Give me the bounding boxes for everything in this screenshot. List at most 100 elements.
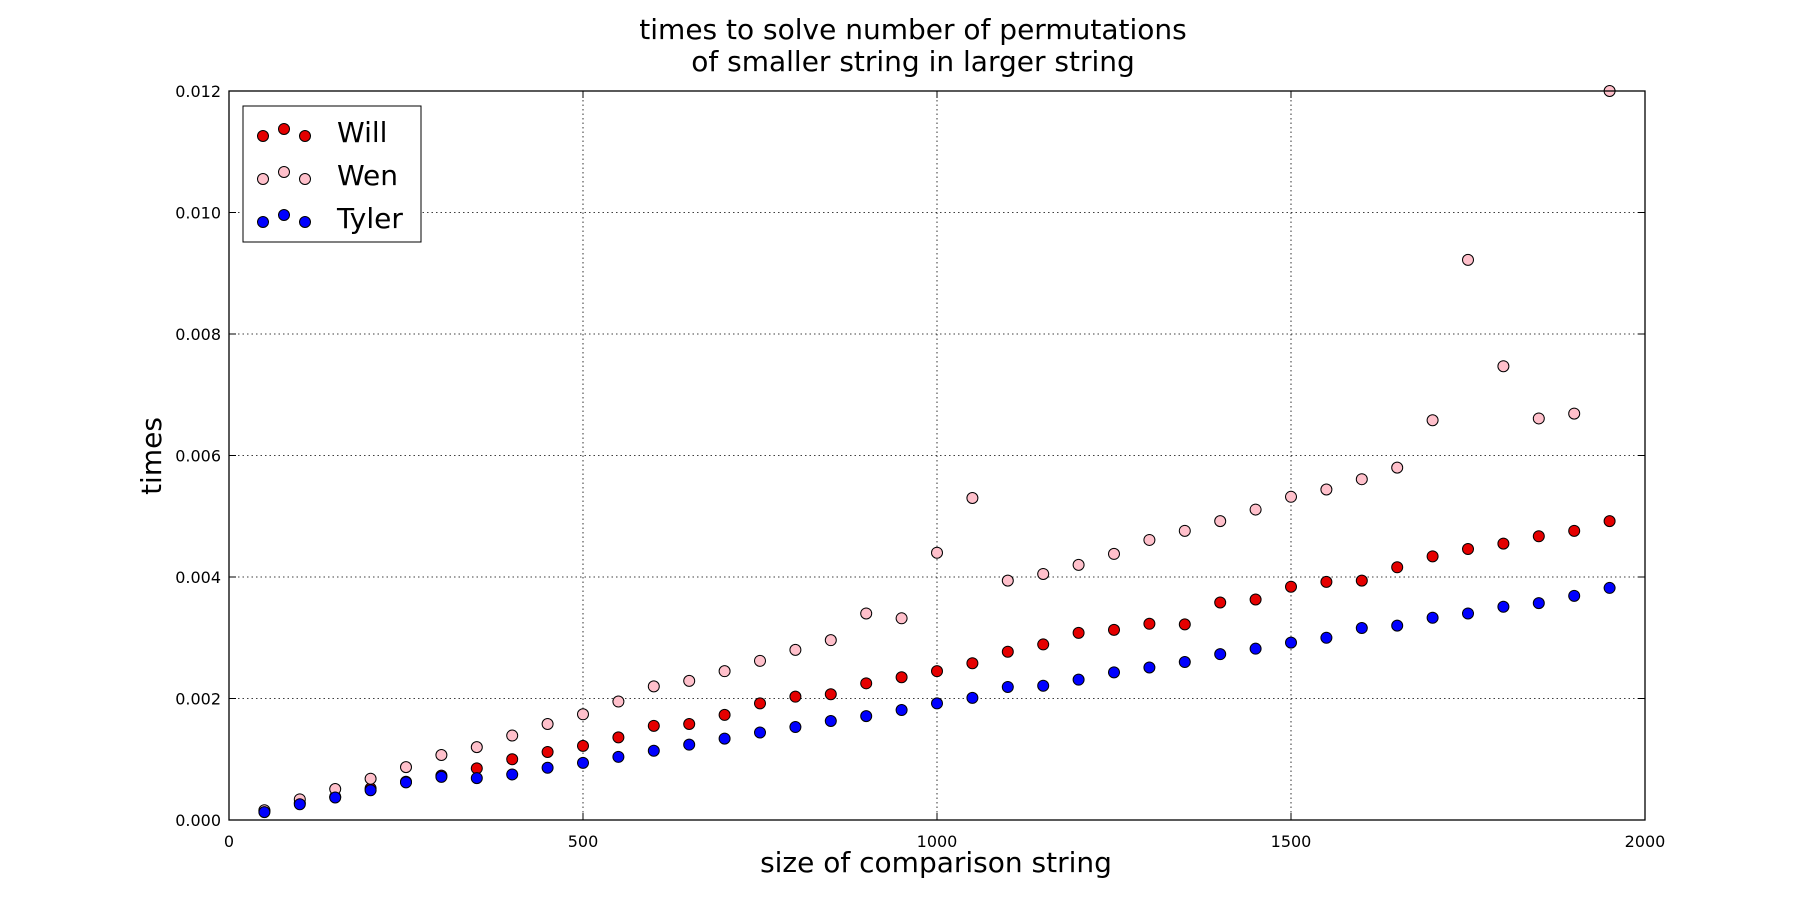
point-tyler	[1001, 680, 1014, 693]
x-tick-label: 0	[224, 832, 234, 851]
point-wen	[1568, 407, 1581, 420]
point-will	[612, 731, 625, 744]
point-tyler	[293, 798, 306, 811]
x-tick-label: 1000	[917, 832, 958, 851]
point-tyler	[1568, 589, 1581, 602]
point-tyler	[1426, 611, 1439, 624]
point-will	[506, 753, 519, 766]
y-tick-label: 0.004	[175, 568, 221, 587]
point-tyler	[966, 691, 979, 704]
point-will	[824, 688, 837, 701]
point-will	[1391, 561, 1404, 574]
point-tyler	[1072, 673, 1085, 686]
point-will	[541, 745, 554, 758]
point-tyler	[1108, 666, 1120, 679]
legend-label: Tyler	[336, 202, 403, 235]
point-will	[647, 719, 660, 732]
point-tyler	[718, 732, 731, 745]
point-will	[754, 697, 766, 710]
legend-marker	[257, 130, 269, 142]
point-will	[1320, 575, 1333, 588]
point-tyler	[860, 710, 873, 723]
point-wen	[435, 748, 448, 761]
y-tick-label: 0.008	[175, 325, 221, 344]
y-tick-label: 0.006	[175, 447, 221, 466]
x-tick-label: 2000	[1625, 832, 1666, 851]
y-tick-label: 0.010	[175, 204, 221, 223]
point-wen	[931, 546, 943, 559]
point-tyler	[683, 738, 696, 751]
point-wen	[1320, 483, 1333, 496]
point-will	[1143, 617, 1156, 630]
point-wen	[824, 634, 837, 647]
point-tyler	[1037, 679, 1050, 692]
point-wen	[895, 612, 908, 625]
series-tyler	[258, 581, 1616, 819]
point-tyler	[754, 726, 766, 739]
point-wen	[683, 674, 696, 687]
point-tyler	[1214, 648, 1227, 661]
point-will	[1001, 645, 1014, 658]
point-will	[1285, 580, 1297, 593]
legend-entry-wen: Wen	[257, 159, 398, 192]
point-wen	[1001, 574, 1014, 587]
point-wen	[718, 665, 731, 678]
y-tick-label: 0.002	[175, 690, 221, 709]
point-tyler	[789, 721, 802, 734]
point-tyler	[506, 768, 519, 781]
chart-title-line-1: times to solve number of permutations	[639, 13, 1186, 46]
point-wen	[1462, 253, 1474, 266]
point-will	[1426, 550, 1439, 563]
point-tyler	[1320, 631, 1333, 644]
grid	[228, 90, 1646, 821]
point-wen	[1497, 360, 1510, 373]
point-wen	[1532, 412, 1545, 425]
point-tyler	[1355, 622, 1368, 635]
x-axis-label: size of comparison string	[760, 846, 1112, 879]
legend-label: Wen	[337, 159, 398, 192]
data-points	[258, 85, 1616, 819]
point-will	[895, 671, 908, 684]
legend-marker	[299, 173, 311, 185]
point-wen	[470, 741, 483, 754]
point-tyler	[1603, 581, 1616, 594]
x-tick-label: 500	[568, 832, 599, 851]
legend-marker	[278, 123, 290, 135]
point-tyler	[470, 772, 483, 785]
point-tyler	[400, 776, 412, 789]
point-tyler	[647, 744, 660, 757]
point-tyler	[329, 791, 342, 804]
point-will	[966, 657, 979, 670]
point-tyler	[895, 704, 908, 717]
point-tyler	[931, 697, 943, 710]
point-tyler	[1532, 597, 1545, 610]
point-wen	[1037, 567, 1050, 580]
point-will	[1249, 593, 1262, 606]
point-will	[1178, 618, 1191, 631]
point-wen	[400, 761, 412, 774]
point-wen	[364, 772, 377, 785]
x-tick-label: 1500	[1271, 832, 1312, 851]
point-will	[1072, 626, 1085, 639]
legend-marker	[299, 216, 311, 228]
point-tyler	[612, 750, 625, 763]
legend: Will Wen Tyler	[242, 105, 422, 243]
point-wen	[1108, 547, 1120, 560]
point-wen	[541, 718, 554, 731]
point-will	[1603, 515, 1616, 528]
point-wen	[506, 729, 519, 742]
point-wen	[577, 708, 589, 721]
point-will	[860, 677, 873, 690]
point-wen	[1178, 524, 1191, 537]
point-tyler	[1178, 656, 1191, 669]
legend-marker	[257, 173, 269, 185]
point-will	[1462, 543, 1474, 556]
point-tyler	[1391, 619, 1404, 632]
point-tyler	[435, 770, 448, 783]
axis-ticks: 0 500 1000 1500 2000 0.000 0.002 0.004 0.006 0.00…	[175, 82, 1665, 851]
point-wen	[754, 654, 766, 667]
point-wen	[612, 695, 625, 708]
legend-entry-tyler: Tyler	[257, 202, 403, 235]
point-tyler	[541, 761, 554, 774]
